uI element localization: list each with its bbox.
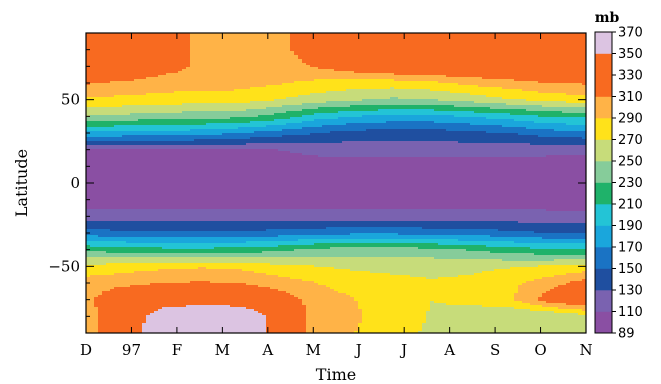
- plot-area: [86, 33, 587, 334]
